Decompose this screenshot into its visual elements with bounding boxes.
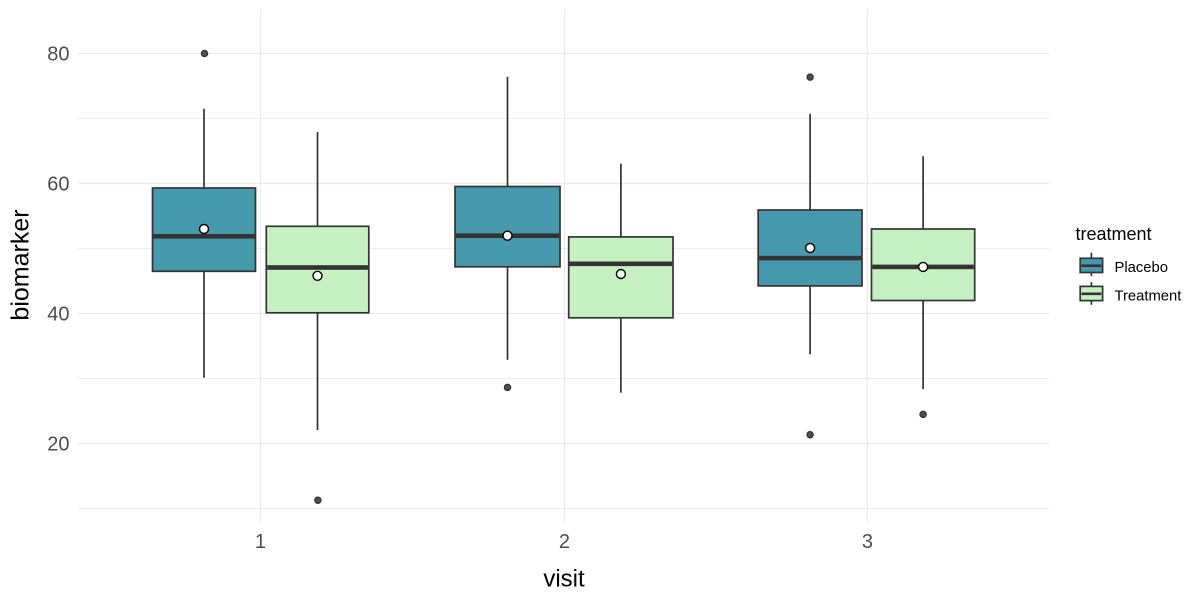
svg-text:20: 20 — [47, 434, 69, 456]
svg-text:2: 2 — [559, 531, 570, 553]
svg-text:80: 80 — [47, 44, 69, 66]
svg-text:3: 3 — [862, 531, 873, 553]
svg-text:Placebo: Placebo — [1115, 260, 1168, 276]
svg-text:1: 1 — [255, 531, 266, 553]
svg-text:biomarker: biomarker — [7, 209, 35, 320]
svg-text:40: 40 — [47, 304, 69, 326]
svg-text:visit: visit — [543, 565, 585, 592]
svg-text:treatment: treatment — [1076, 224, 1152, 244]
svg-text:Treatment: Treatment — [1115, 289, 1182, 305]
svg-text:60: 60 — [47, 174, 69, 196]
